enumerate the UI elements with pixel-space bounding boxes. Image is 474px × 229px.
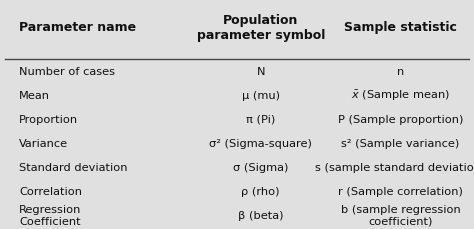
Text: Sample statistic: Sample statistic — [344, 21, 457, 34]
Text: b (sample regression
coefficient): b (sample regression coefficient) — [341, 204, 460, 226]
Text: π (Pi): π (Pi) — [246, 114, 275, 124]
Text: Population
parameter symbol: Population parameter symbol — [197, 14, 325, 41]
Text: Correlation: Correlation — [19, 186, 82, 196]
Text: Mean: Mean — [19, 90, 50, 100]
Text: P (Sample proportion): P (Sample proportion) — [338, 114, 463, 124]
Text: r (Sample correlation): r (Sample correlation) — [338, 186, 463, 196]
Text: Variance: Variance — [19, 138, 68, 148]
Text: Number of cases: Number of cases — [19, 66, 115, 76]
Text: s (sample standard deviation): s (sample standard deviation) — [315, 162, 474, 172]
Text: ρ (rho): ρ (rho) — [241, 186, 280, 196]
Text: Regression
Coefficient: Regression Coefficient — [19, 204, 82, 226]
Text: Parameter name: Parameter name — [19, 21, 136, 34]
Text: σ² (Sigma-square): σ² (Sigma-square) — [209, 138, 312, 148]
Text: μ (mu): μ (mu) — [242, 90, 280, 100]
Text: n: n — [397, 66, 404, 76]
Text: Proportion: Proportion — [19, 114, 78, 124]
Text: σ (Sigma): σ (Sigma) — [233, 162, 288, 172]
Text: N: N — [256, 66, 265, 76]
Text: β (beta): β (beta) — [238, 210, 283, 220]
Text: s² (Sample variance): s² (Sample variance) — [341, 138, 460, 148]
Text: $\bar{x}$ (Sample mean): $\bar{x}$ (Sample mean) — [351, 88, 450, 102]
Text: Standard deviation: Standard deviation — [19, 162, 128, 172]
